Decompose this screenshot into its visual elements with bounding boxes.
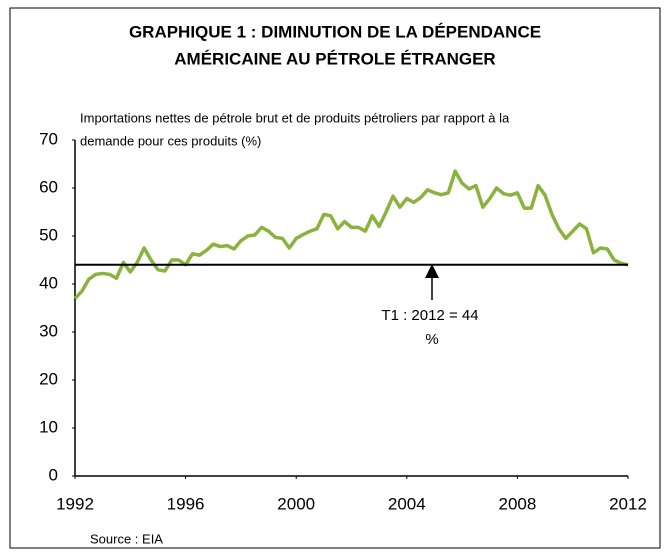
source: Source : EIA: [90, 531, 163, 546]
x-tick-label: 2012: [609, 494, 647, 513]
x-tick-label: 1996: [167, 494, 205, 513]
x-tick-label: 2004: [388, 494, 426, 513]
annotation: T1 : 2012 = 44: [381, 307, 478, 324]
y-tick-label: 50: [39, 225, 58, 244]
y-tick-label: 0: [49, 465, 58, 484]
arrow-head: [425, 264, 439, 278]
y-tick-label: 10: [39, 417, 58, 436]
frame: [9, 7, 661, 549]
chart-title: AMÉRICAINE AU PÉTROLE ÉTRANGER: [174, 49, 495, 68]
y-tick-label: 40: [39, 273, 58, 292]
y-tick-label: 30: [39, 321, 58, 340]
chart-title: GRAPHIQUE 1 : DIMINUTION DE LA DÉPENDANC…: [129, 22, 541, 41]
annotation: %: [425, 331, 438, 348]
x-tick-label: 2008: [498, 494, 536, 513]
y-tick-label: 60: [39, 177, 58, 196]
y-tick-label: 70: [39, 129, 58, 148]
y-axis-label: Importations nettes de pétrole brut et d…: [80, 110, 510, 125]
data-line: [73, 169, 629, 300]
y-axis-label: demande pour ces produits (%): [80, 133, 261, 148]
y-tick-label: 20: [39, 369, 58, 388]
x-tick-label: 2000: [277, 494, 315, 513]
x-tick-label: 1992: [56, 494, 94, 513]
